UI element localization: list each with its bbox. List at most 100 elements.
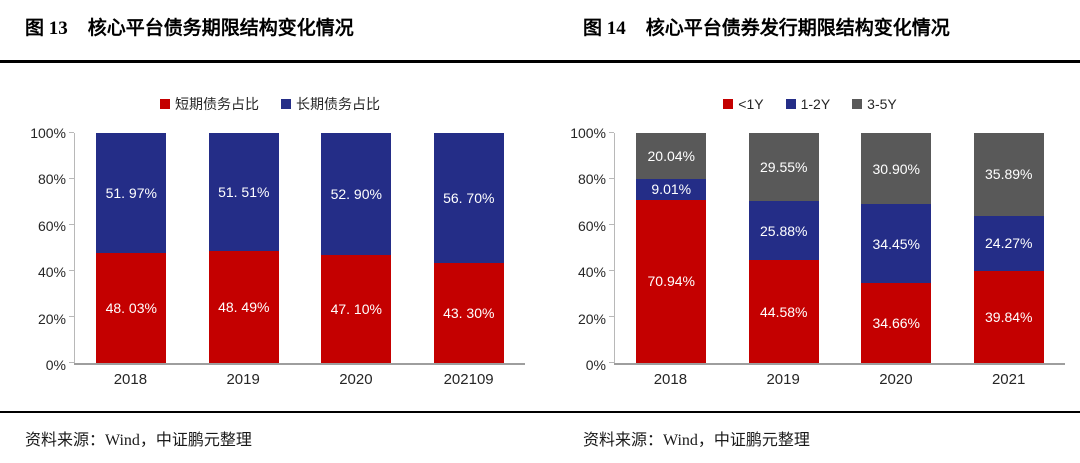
chart-13-bars: 48. 03% 51. 97% 48. 49% 51. 51% 47. 10% 52. 9… (75, 133, 525, 363)
x-axis-label: 202109 (443, 371, 494, 388)
stacked-bar-2018: 48. 03% 51. 97% (96, 133, 167, 363)
bar-segment-label: 43. 30% (443, 305, 495, 322)
figure-14-source: 资料来源：Wind，中证鹏元整理 (583, 432, 810, 449)
figure-titles-row: 图 13 核心平台债务期限结构变化情况 图 14 核心平台债券发行期限结构变化情况 (0, 0, 1080, 60)
bar-segment-label: 39.84% (985, 309, 1033, 326)
bar-segment-label: 20.04% (647, 148, 695, 165)
y-axis-tick (609, 224, 614, 225)
bar-segment: 56. 70% (433, 133, 504, 264)
legend-item: 长期债务占比 (281, 94, 380, 114)
x-axis-label: 2018 (113, 371, 148, 388)
legend-label: 3-5Y (867, 96, 897, 112)
bar-segment: 20.04% (636, 133, 707, 180)
y-axis-tick (69, 178, 74, 179)
legend-item: 短期债务占比 (160, 94, 259, 114)
bar-segment-label: 56. 70% (443, 190, 495, 207)
figure-13-title-text: 核心平台债务期限结构变化情况 (87, 18, 354, 39)
legend-item: 1-2Y (785, 96, 831, 112)
figure-13-source: 资料来源：Wind，中证鹏元整理 (25, 432, 252, 449)
chart-13-plot-row: 0% 20% 40% 60% 80% 100% 48. 03% 51. 97% 48. 49%… (0, 125, 540, 373)
figure-14-title-text: 核心平台债券发行期限结构变化情况 (645, 18, 950, 39)
bar-segment: 48. 03% (96, 252, 167, 363)
y-axis-tick (69, 224, 74, 225)
y-axis-label: 40% (37, 264, 66, 281)
y-axis-tick (69, 270, 74, 271)
bar-segment-label: 51. 51% (218, 184, 270, 201)
bar-segment: 43. 30% (433, 263, 504, 363)
bar-segment-label: 9.01% (651, 181, 692, 198)
bar-segment-label: 51. 97% (105, 184, 157, 201)
bar-segment: 25.88% (748, 200, 819, 261)
y-axis-label: 80% (37, 171, 66, 188)
stacked-bar-2020: 47. 10% 52. 90% (321, 133, 392, 363)
bar-segment: 51. 51% (208, 133, 279, 252)
chart-14-plot-row: 0% 20% 40% 60% 80% 100% 70.94% 9.01% 20.04% 44.5… (540, 125, 1080, 373)
legend-label: 短期债务占比 (175, 96, 259, 112)
legend-item: <1Y (723, 96, 764, 112)
y-axis-label: 20% (37, 310, 66, 327)
y-axis-label: 0% (585, 357, 606, 373)
x-axis-label: 2020 (339, 371, 373, 388)
stacked-bar-2019: 44.58% 25.88% 29.55% (748, 133, 819, 363)
bottom-rule (0, 411, 1080, 413)
x-axis-label: 2021 (991, 371, 1026, 388)
x-axis-label: 2019 (766, 371, 800, 388)
y-axis-tick (609, 316, 614, 317)
bar-segment: 52. 90% (321, 133, 392, 255)
chart-14-bars: 70.94% 9.01% 20.04% 44.58% 25.88% 29.55% 34.66… (615, 133, 1065, 363)
bar-segment: 51. 97% (96, 133, 167, 253)
chart-13-plot-area: 48. 03% 51. 97% 48. 49% 51. 51% 47. 10% 52. 9… (69, 132, 525, 365)
bar-segment-label: 24.27% (985, 235, 1033, 252)
legend-color-swatch (160, 99, 170, 109)
y-axis-label: 40% (577, 264, 606, 281)
legend-color-swatch (852, 99, 863, 109)
x-axis-label: 2018 (653, 371, 688, 388)
chart-14-y-axis: 0% 20% 40% 60% 80% 100% (548, 125, 614, 373)
y-axis-label: 60% (577, 217, 606, 234)
bar-segment: 48. 49% (208, 251, 279, 363)
stacked-bar-2021: 39.84% 24.27% 35.89% (973, 133, 1044, 363)
legend-color-swatch (281, 99, 291, 109)
stacked-bar-2018: 70.94% 9.01% 20.04% (636, 133, 707, 363)
chart-bond-issuance-maturity-structure: <1Y 1-2Y 3-5Y 0% 20% 40% 60% 80% 100% 70.94% 9.0… (540, 63, 1080, 411)
bar-segment-label: 25.88% (760, 222, 808, 239)
y-axis-tick (69, 132, 74, 133)
chart-14-legend: <1Y 1-2Y 3-5Y (540, 95, 1080, 113)
y-axis-label: 20% (577, 310, 606, 327)
bar-segment: 70.94% (636, 199, 707, 363)
bar-segment-label: 34.45% (872, 235, 920, 252)
bar-segment-label: 70.94% (647, 273, 695, 290)
bar-segment-label: 29.55% (760, 158, 808, 175)
bar-segment-label: 44.58% (760, 303, 808, 320)
legend-color-swatch (723, 99, 734, 109)
chart-14-plot-area: 70.94% 9.01% 20.04% 44.58% 25.88% 29.55% 34.66… (609, 132, 1065, 365)
bar-segment-label: 52. 90% (330, 185, 382, 202)
bar-segment: 47. 10% (321, 254, 392, 363)
legend-label: 1-2Y (800, 96, 831, 112)
stacked-bar-2019: 48. 49% 51. 51% (208, 133, 279, 363)
legend-color-swatch (785, 99, 796, 109)
bar-segment: 34.45% (861, 204, 932, 284)
legend-item: 3-5Y (852, 96, 897, 112)
legend-label: <1Y (738, 96, 764, 112)
bar-segment-label: 47. 10% (330, 300, 382, 317)
bar-segment-label: 48. 49% (218, 299, 270, 316)
legend-label: 长期债务占比 (296, 96, 380, 112)
top-rule (0, 60, 1080, 63)
bar-segment: 30.90% (861, 133, 932, 205)
bar-segment: 24.27% (973, 215, 1044, 272)
y-axis-tick (609, 132, 614, 133)
chart-13-legend: 短期债务占比 长期债务占比 (0, 95, 540, 113)
y-axis-label: 100% (30, 125, 66, 141)
bar-segment-label: 48. 03% (105, 299, 157, 316)
bar-segment: 35.89% (973, 133, 1044, 216)
bar-segment-label: 34.66% (872, 315, 920, 332)
chart-13-x-axis: 2018 2019 2020 202109 (74, 371, 525, 388)
y-axis-tick (609, 270, 614, 271)
x-axis-label: 2020 (879, 371, 913, 388)
figure-13-title: 图 13 核心平台债务期限结构变化情况 (0, 0, 540, 60)
x-axis-label: 2019 (226, 371, 260, 388)
bar-segment: 34.66% (861, 283, 932, 363)
bar-segment: 44.58% (748, 260, 819, 363)
